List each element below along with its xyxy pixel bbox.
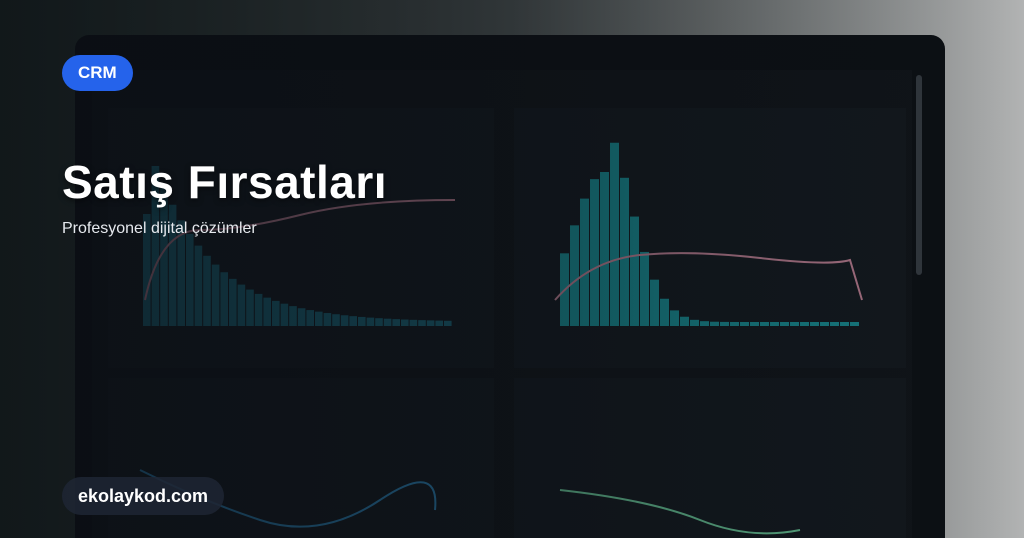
site-name: ekolaykod.com xyxy=(62,477,225,515)
subtitle: Profesyonel dijital çözümler xyxy=(62,220,257,237)
title: Satış Fırsatları xyxy=(62,156,388,208)
category-badge: CRM xyxy=(62,55,133,91)
